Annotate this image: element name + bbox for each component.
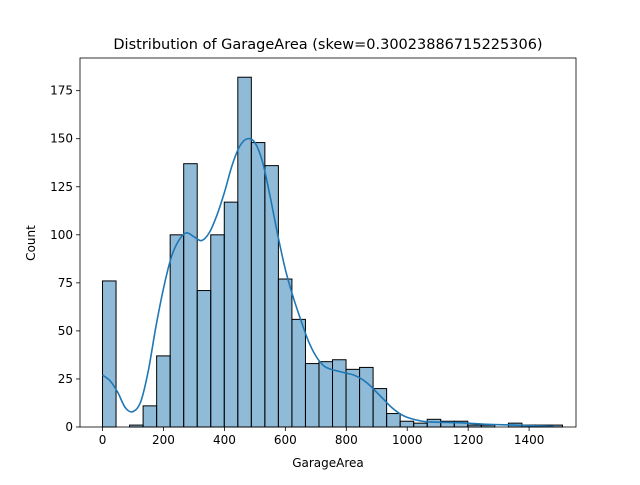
histogram-bar-22 [399, 420, 415, 428]
histogram-bar-18 [345, 368, 361, 428]
histogram-bar-23 [413, 422, 428, 428]
histogram-bar-10 [237, 76, 252, 428]
x-tick-label: 1400 [514, 433, 545, 447]
x-tick-label: 800 [335, 433, 358, 447]
histogram-bar-4 [156, 355, 171, 428]
x-tick-label: 200 [152, 433, 175, 447]
x-tick-label: 400 [213, 433, 236, 447]
y-tick-label: 75 [58, 276, 73, 290]
histogram-bar-15 [304, 363, 320, 428]
x-tick-label: 1000 [392, 433, 423, 447]
histogram-bar-6 [183, 163, 198, 428]
histogram-bar-16 [318, 361, 334, 428]
histogram-bars [102, 76, 564, 428]
histogram-bar-13 [277, 278, 293, 428]
histogram-bar-9 [223, 201, 239, 428]
kde-curve-layer [102, 137, 554, 428]
histogram-bar-8 [210, 234, 225, 428]
x-tick-label: 600 [274, 433, 297, 447]
x-axis-ticks: 0 200 400 600 800 1000 1200 1400 [99, 427, 545, 447]
histogram-bar-11 [250, 142, 266, 428]
y-tick-label: 150 [50, 132, 73, 146]
kde-line [102, 137, 554, 428]
x-axis-label: GarageArea [292, 456, 364, 470]
histogram-bar-19 [359, 366, 374, 428]
histogram-bar-0 [102, 280, 117, 428]
histogram-bar-14 [291, 318, 306, 428]
y-tick-label: 0 [65, 420, 73, 434]
histogram-bar-20 [372, 388, 388, 428]
axes [79, 57, 577, 428]
y-tick-label: 50 [58, 324, 73, 338]
chart-title: Distribution of GarageArea (skew=0.30023… [113, 37, 542, 53]
histogram-bar-3 [142, 405, 158, 428]
x-tick-label: 0 [99, 433, 107, 447]
y-tick-label: 125 [50, 180, 73, 194]
x-tick-label: 1200 [453, 433, 484, 447]
histogram-bar-21 [386, 413, 401, 428]
y-tick-label: 25 [58, 372, 73, 386]
histogram-bar-7 [196, 290, 212, 428]
y-tick-label: 100 [50, 228, 73, 242]
y-axis-ticks: 0 25 50 75 100 125 150 175 [50, 84, 80, 434]
y-tick-label: 175 [50, 84, 73, 98]
histogram-bar-5 [169, 234, 185, 428]
plot-frame [79, 57, 577, 428]
histogram-bar-24 [426, 418, 442, 428]
y-axis-label: Count [24, 225, 38, 261]
